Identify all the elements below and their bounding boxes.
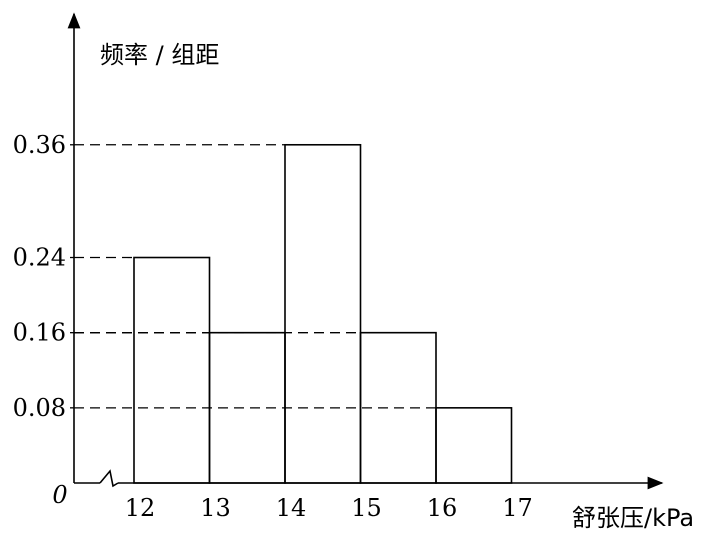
origin-label: 0 xyxy=(52,481,67,509)
axes xyxy=(67,12,664,490)
x-tick-label: 16 xyxy=(427,494,458,522)
histogram-bar xyxy=(284,143,362,484)
y-tick-label: 0.24 xyxy=(13,244,66,272)
x-tick-label: 15 xyxy=(351,494,382,522)
x-tick-label: 17 xyxy=(502,494,533,522)
y-axis-label: 频率 / 组距 xyxy=(100,41,219,69)
x-tick-label: 12 xyxy=(125,494,156,522)
x-tick-labels: 12 13 14 15 16 17 xyxy=(125,494,533,522)
y-tick-label: 0.36 xyxy=(13,131,66,159)
x-tick-label: 13 xyxy=(200,494,231,522)
y-tick-labels: 0.08 0.16 0.24 0.36 xyxy=(13,131,74,422)
y-tick-label: 0.08 xyxy=(13,394,66,422)
x-tick-label: 14 xyxy=(276,494,307,522)
x-axis-label: 舒张压/kPa xyxy=(572,504,694,532)
reference-lines xyxy=(74,144,436,409)
histogram-bars xyxy=(133,143,513,484)
histogram-bar xyxy=(133,256,211,484)
y-tick-label: 0.16 xyxy=(13,319,66,347)
x-axis-break-icon xyxy=(99,469,119,488)
histogram-bar xyxy=(435,407,513,484)
